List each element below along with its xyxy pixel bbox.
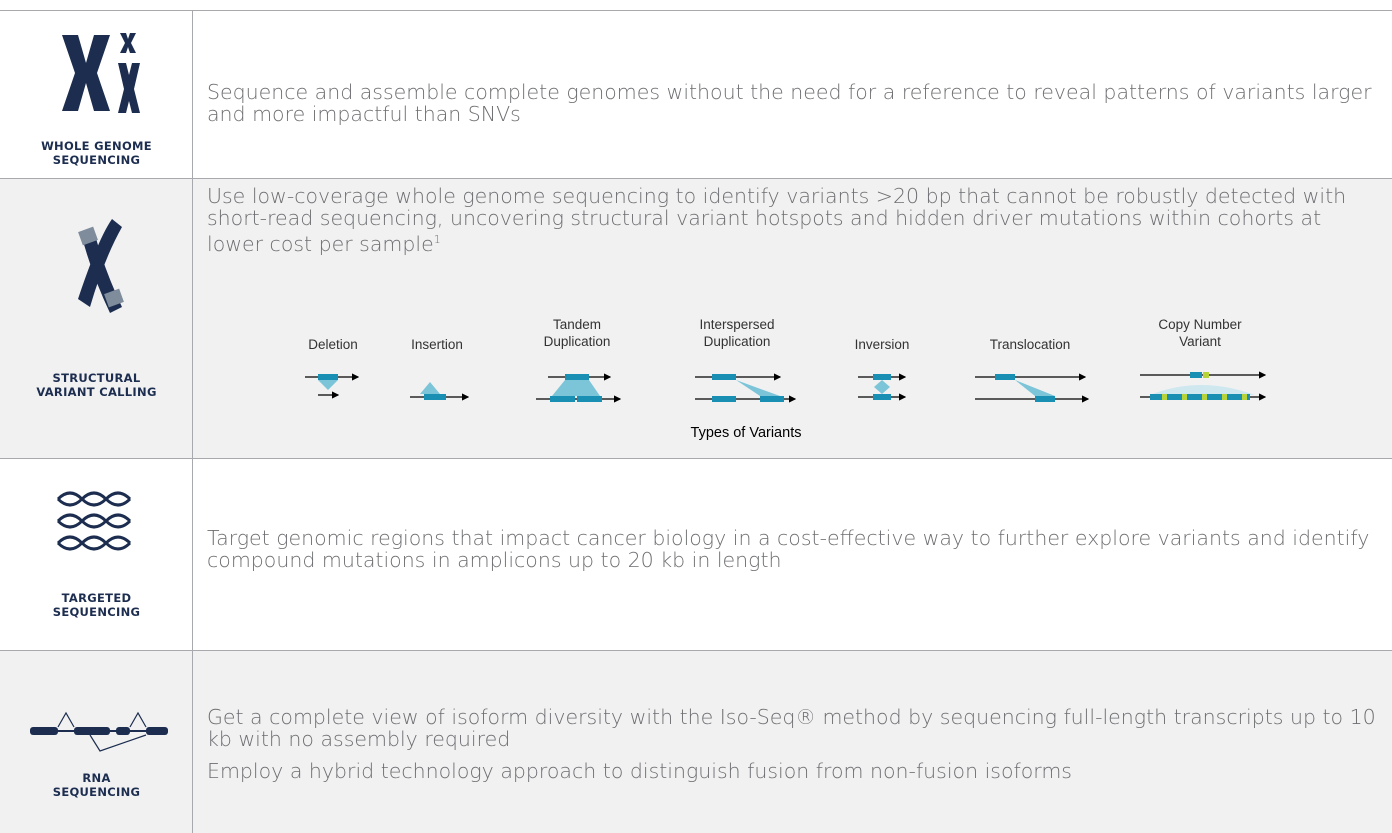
paragraph: Target genomic regions that impact cance… [207,526,1370,572]
variant-label: Translocation [990,337,1071,352]
rna-icon [30,711,168,752]
label-line: TARGETED [61,591,132,605]
label-line: SEQUENCING [52,785,141,799]
variant-label: Variant [1179,334,1221,349]
paragraph: Use low-coverage whole genome sequencing… [207,185,1382,255]
variant-label: Interspersed [699,317,774,332]
label-line: SEQUENCING [52,153,141,167]
icon-cell: STRUCTURAL VARIANT CALLING [0,179,193,458]
footnote: 1 [433,233,441,246]
label-line: RNA [82,771,111,785]
description: Sequence and assemble complete genomes w… [207,81,1382,135]
paragraph: Employ a hybrid technology approach to d… [207,759,1072,783]
row-label: WHOLE GENOME SEQUENCING [0,139,193,167]
variant-label: Tandem [553,317,601,332]
icon-cell: RNA SEQUENCING [0,651,193,833]
row: STRUCTURAL VARIANT CALLING Use low-covera… [0,178,1392,458]
chromosome-icon [62,33,140,113]
row-label: RNA SEQUENCING [0,771,193,799]
label-line: WHOLE GENOME [41,139,152,153]
chromosome-icon [78,219,124,313]
row: TARGETED SEQUENCING Target genomic region… [0,458,1392,650]
paragraph-text: Use low-coverage whole genome sequencing… [207,184,1347,256]
caption: Types of Variants [691,425,802,441]
variant-label: Copy Number [1158,317,1242,332]
label-line: STRUCTURAL [52,371,141,385]
variant-diagram: Deletion Insertion Tandem Duplication Inters… [305,317,1267,441]
row: RNA SEQUENCING Get a complete view of iso… [0,650,1392,833]
variant-label: Deletion [308,337,358,352]
row-label: STRUCTURAL VARIANT CALLING [0,371,193,399]
variant-label: Insertion [411,337,463,352]
description: Target genomic regions that impact cance… [207,527,1382,581]
variant-label: Duplication [704,334,771,349]
paragraph: Get a complete view of isoform diversity… [207,705,1376,751]
dna-icon [56,491,132,551]
icon-cell: TARGETED SEQUENCING [0,459,193,650]
icon-cell: WHOLE GENOME SEQUENCING [0,11,193,178]
paragraph: Sequence and assemble complete genomes w… [207,80,1372,126]
variant-label: Duplication [544,334,611,349]
row: WHOLE GENOME SEQUENCING Sequence and asse… [0,10,1392,178]
row-label: TARGETED SEQUENCING [0,591,193,619]
description: Get a complete view of isoform diversity… [207,706,1382,792]
label-line: VARIANT CALLING [36,385,157,399]
description: Use low-coverage whole genome sequencing… [207,185,1382,265]
label-line: SEQUENCING [52,605,141,619]
variant-label: Inversion [855,337,910,352]
